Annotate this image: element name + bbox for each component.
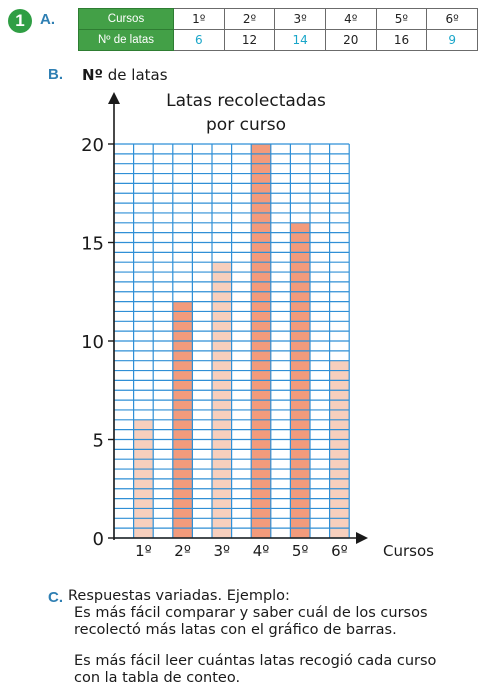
y-tick-label: 0 — [93, 529, 104, 550]
table-count-cell: 6 — [173, 29, 225, 51]
part-c-label: C. — [48, 589, 63, 606]
x-tick-label: 2º — [174, 542, 191, 560]
y-tick-label: 5 — [93, 431, 104, 452]
x-tick-label: 5º — [292, 542, 309, 560]
exercise-number-badge: 1 — [8, 9, 32, 33]
x-tick-label: 6º — [331, 542, 348, 560]
table-row-courses: Cursos 1º 2º 3º 4º 5º 6º — [78, 8, 478, 30]
table-count-cell: 9 — [426, 29, 478, 51]
y-tick-label: 10 — [81, 332, 104, 353]
x-axis-arrow — [356, 532, 368, 544]
part-b-label: B. — [48, 66, 63, 83]
y-axis-label-suffix: de latas — [103, 66, 168, 84]
answer-1-line-2: recolectó más latas con el gráfico de ba… — [74, 622, 397, 638]
answer-2-line-1: Es más fácil leer cuántas latas recogió … — [74, 653, 437, 669]
chart-title-line2: por curso — [206, 115, 286, 135]
table-header-courses: Cursos — [78, 8, 174, 30]
table-course-cell: 6º — [426, 8, 478, 30]
x-tick-label: 1º — [135, 542, 152, 560]
answer-2-line-2: con la tabla de conteo. — [74, 670, 241, 686]
answers-block: Respuestas variadas. Ejemplo: Es más fác… — [48, 588, 478, 687]
table-count-cell: 16 — [375, 29, 428, 51]
axes-layer: 0 5 10 15 20 1º 2º 3º 4º 5º 6º — [81, 92, 368, 560]
grid-layer — [113, 143, 350, 539]
x-tick-label: 4º — [253, 542, 270, 560]
table-count-cell: 14 — [274, 29, 326, 51]
table-row-counts: Nº de latas 6 12 14 20 16 9 — [78, 29, 478, 51]
y-axis-label: Nº de latas — [82, 66, 168, 84]
table-header-counts: Nº de latas — [78, 29, 174, 51]
table-count-cell: 20 — [324, 29, 377, 51]
chart-title-line1: Latas recolectadas — [166, 91, 326, 111]
x-tick-label: 3º — [213, 542, 230, 560]
y-axis-arrow — [108, 92, 120, 104]
part-a-label: A. — [40, 11, 55, 28]
tally-table: Cursos 1º 2º 3º 4º 5º 6º Nº de latas 6 1… — [78, 8, 478, 51]
y-tick-label: 20 — [81, 135, 104, 156]
answers-intro: Respuestas variadas. Ejemplo: — [68, 588, 290, 604]
y-tick-label: 15 — [81, 234, 104, 255]
answer-1-line-1: Es más fácil comparar y saber cuál de lo… — [74, 605, 428, 621]
y-axis-label-prefix: Nº — [82, 66, 104, 84]
x-axis-label: Cursos — [383, 542, 434, 560]
